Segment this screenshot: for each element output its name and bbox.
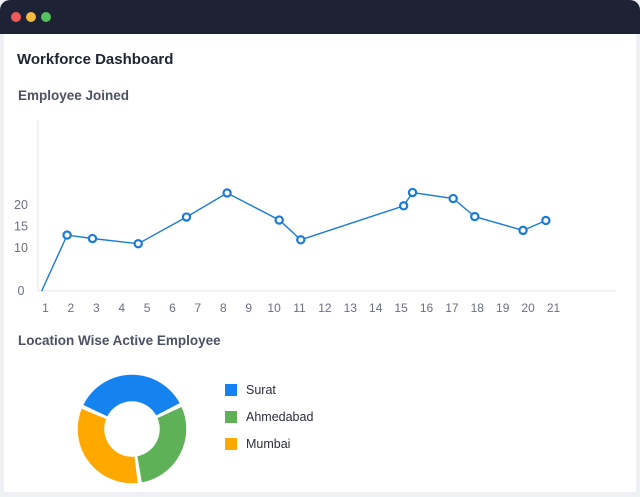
legend-label: Mumbai xyxy=(246,437,291,451)
data-point[interactable] xyxy=(470,211,480,222)
x-tick-label: 21 xyxy=(547,301,561,314)
data-point[interactable] xyxy=(407,187,418,198)
data-point[interactable] xyxy=(398,201,409,211)
legend-label: Ahmedabad xyxy=(246,410,314,424)
x-tick-label: 13 xyxy=(344,301,358,314)
data-point[interactable] xyxy=(87,233,98,244)
page-title: Workforce Dashboard xyxy=(17,51,174,68)
x-tick-label: 7 xyxy=(195,301,202,314)
maximize-window-button[interactable] xyxy=(41,12,51,22)
data-point[interactable] xyxy=(133,238,143,249)
x-tick-label: 8 xyxy=(220,301,227,314)
data-point[interactable] xyxy=(274,215,284,225)
data-point[interactable] xyxy=(181,212,192,222)
x-tick-label: 1 xyxy=(42,301,49,314)
data-point[interactable] xyxy=(222,188,232,198)
y-tick-label: 10 xyxy=(14,241,28,255)
legend-swatch xyxy=(225,384,237,396)
x-tick-label: 11 xyxy=(293,301,306,314)
y-tick-label: 20 xyxy=(14,198,28,212)
close-window-button[interactable] xyxy=(11,12,21,22)
y-tick-label: 15 xyxy=(14,220,28,234)
x-tick-label: 5 xyxy=(144,301,151,314)
data-point[interactable] xyxy=(448,193,458,204)
x-tick-label: 6 xyxy=(169,301,176,314)
legend-swatch xyxy=(225,411,237,423)
x-tick-label: 16 xyxy=(420,301,434,314)
x-tick-label: 10 xyxy=(267,301,281,314)
series-line xyxy=(41,191,547,292)
x-tick-label: 19 xyxy=(496,301,510,314)
data-point[interactable] xyxy=(518,225,528,236)
x-tick-label: 14 xyxy=(369,301,383,314)
x-tick-label: 18 xyxy=(471,301,485,314)
donut-slice-ahmedabad[interactable] xyxy=(135,404,188,485)
data-point[interactable] xyxy=(62,230,72,240)
legend-swatch xyxy=(225,438,237,450)
donut-slice-surat[interactable] xyxy=(81,373,182,419)
x-tick-label: 15 xyxy=(394,301,408,314)
x-tick-label: 3 xyxy=(93,301,100,314)
data-point[interactable] xyxy=(296,235,306,245)
data-point[interactable] xyxy=(541,215,551,226)
x-tick-label: 2 xyxy=(68,301,75,314)
minimize-window-button[interactable] xyxy=(26,12,36,22)
location-donut-chart xyxy=(76,373,188,485)
x-tick-label: 9 xyxy=(245,301,252,314)
y-tick-label: 0 xyxy=(18,284,25,298)
x-tick-label: 17 xyxy=(445,301,459,314)
x-tick-label: 4 xyxy=(118,301,125,314)
line-chart-title: Employee Joined xyxy=(18,88,130,103)
donut-slice-mumbai[interactable] xyxy=(76,406,140,485)
x-tick-label: 12 xyxy=(318,301,332,314)
title-bar xyxy=(0,0,640,34)
dashboard-panel: Workforce Dashboard Employee Joined 0 10 1… xyxy=(4,34,636,492)
donut-chart-title: Location Wise Active Employee xyxy=(18,333,221,348)
x-tick-label: 20 xyxy=(521,301,535,314)
legend-label: Surat xyxy=(246,383,276,397)
